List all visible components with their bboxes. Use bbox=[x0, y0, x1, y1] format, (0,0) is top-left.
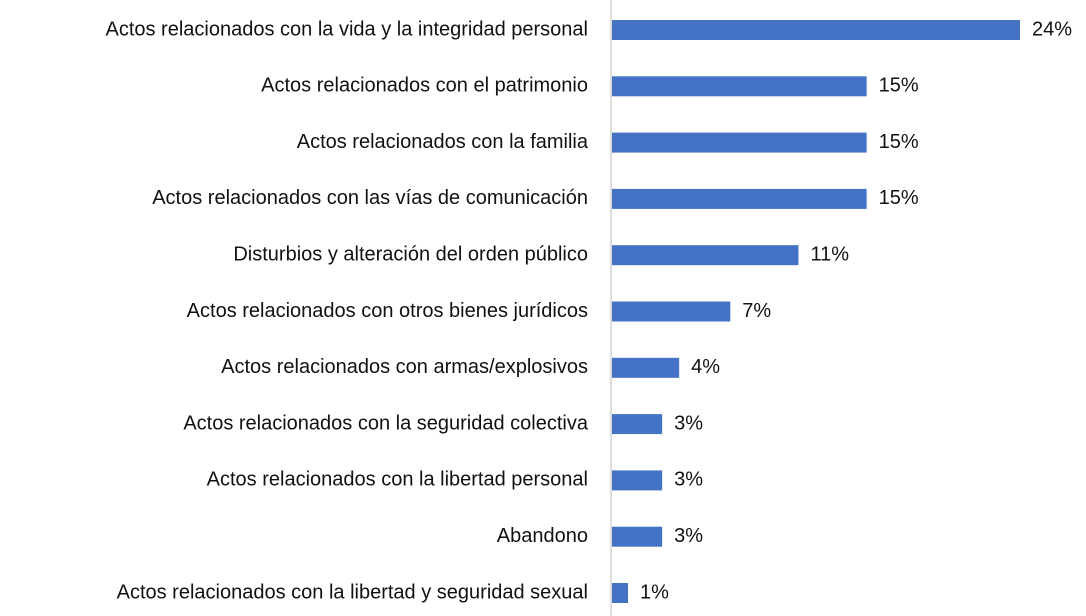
bar bbox=[612, 188, 867, 209]
category-label: Actos relacionados con la seguridad cole… bbox=[183, 412, 589, 434]
value-label: 15% bbox=[879, 187, 919, 209]
bar bbox=[612, 470, 663, 491]
value-label: 3% bbox=[674, 412, 703, 434]
category-label: Actos relacionados con la libertad perso… bbox=[207, 469, 588, 491]
bar bbox=[612, 526, 663, 547]
bar bbox=[612, 20, 1020, 40]
bar bbox=[612, 301, 731, 322]
category-label: Disturbios y alteración del orden públic… bbox=[233, 243, 588, 265]
bar bbox=[612, 583, 629, 603]
category-label: Abandono bbox=[497, 525, 588, 547]
value-label: 1% bbox=[640, 581, 669, 603]
category-label: Actos relacionados con armas/explosivos bbox=[221, 356, 588, 378]
value-label: 24% bbox=[1032, 18, 1072, 40]
bar bbox=[612, 245, 799, 266]
category-label: Actos relacionados con el patrimonio bbox=[261, 75, 588, 97]
category-label: Actos relacionados con otros bienes jurí… bbox=[187, 300, 588, 322]
value-label: 11% bbox=[810, 243, 849, 265]
value-label: 15% bbox=[879, 131, 919, 153]
value-label: 15% bbox=[879, 75, 919, 97]
bar bbox=[612, 132, 867, 153]
bar bbox=[612, 357, 680, 378]
category-label: Actos relacionados con la familia bbox=[297, 131, 589, 153]
bar bbox=[612, 414, 663, 435]
value-label: 7% bbox=[742, 300, 771, 322]
value-label: 3% bbox=[674, 525, 703, 547]
value-label: 3% bbox=[674, 469, 703, 491]
category-label: Actos relacionados con la libertad y seg… bbox=[117, 581, 588, 603]
bar bbox=[612, 76, 867, 97]
value-label: 4% bbox=[691, 356, 720, 378]
category-label: Actos relacionados con la vida y la inte… bbox=[105, 18, 588, 40]
category-label: Actos relacionados con las vías de comun… bbox=[152, 187, 588, 209]
